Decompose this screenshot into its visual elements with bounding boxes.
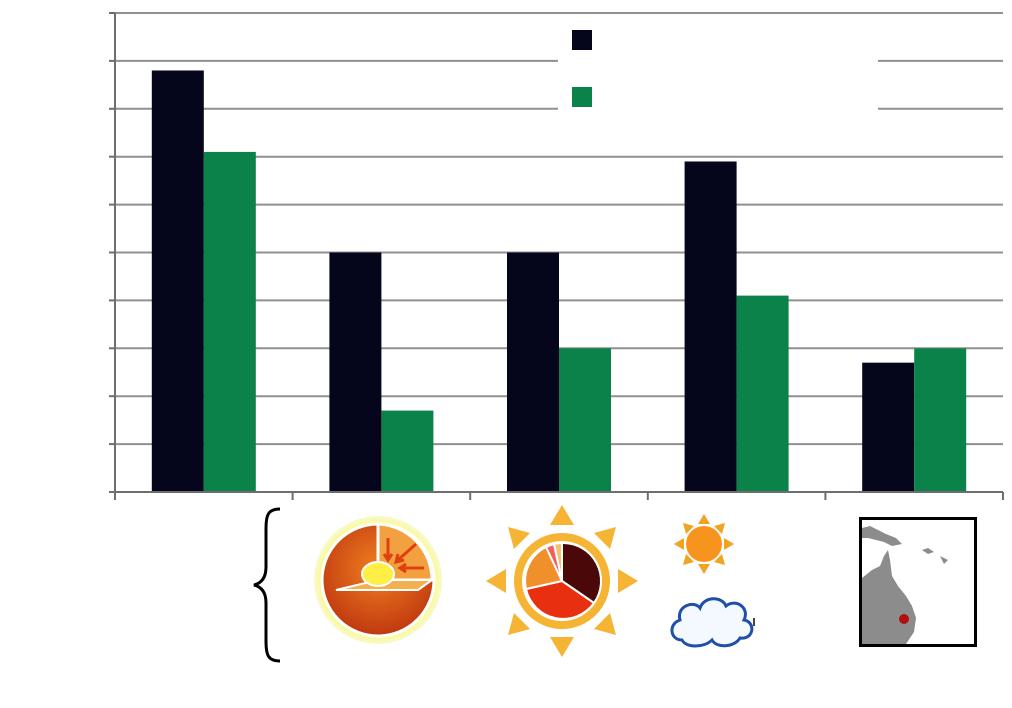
brace-icon (253, 507, 281, 663)
bar-series-2 (381, 410, 434, 492)
bar-series-1 (862, 362, 915, 492)
bar-series-1 (151, 70, 204, 492)
bar-series-1 (329, 252, 382, 492)
sun-cloud-icon (670, 514, 755, 648)
bar-series-2 (203, 151, 256, 492)
bar-series-2 (559, 348, 611, 492)
bar-series-2 (914, 348, 967, 492)
legend (558, 14, 878, 114)
bar-series-2 (736, 295, 789, 492)
bars (151, 70, 967, 493)
legend-swatch-series-1 (572, 30, 592, 50)
legend-swatch-series-2 (572, 87, 592, 107)
bar-series-1 (507, 252, 559, 492)
axes (109, 12, 1004, 500)
bar-series-1 (684, 161, 737, 493)
earth-core-icon (314, 516, 442, 644)
australia-map-icon (859, 517, 977, 647)
sun-pie-icon (486, 505, 638, 657)
